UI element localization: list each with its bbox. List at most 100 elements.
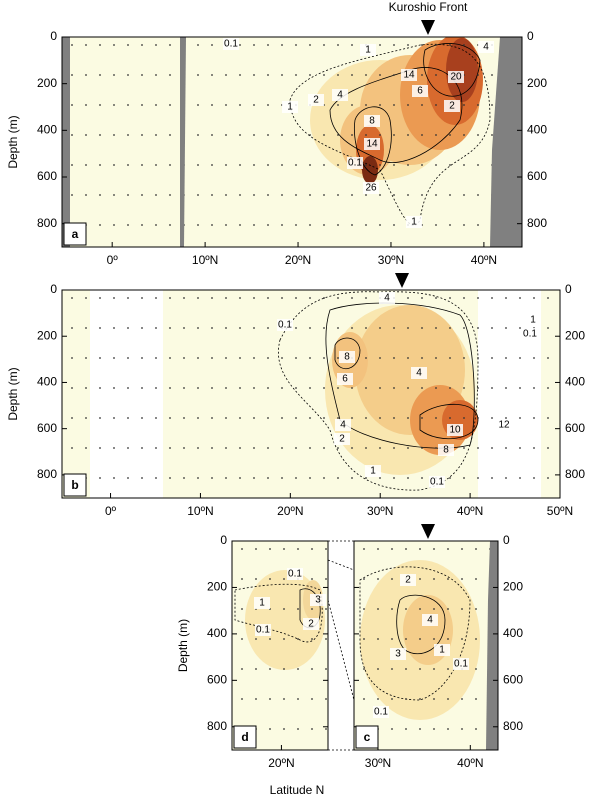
station-dot <box>155 477 157 479</box>
x-tick-label: 20ºN <box>277 504 303 518</box>
y-tick-label: 200 <box>565 328 585 342</box>
station-dot <box>295 44 297 46</box>
station-dot <box>337 44 339 46</box>
station-dot <box>421 297 423 299</box>
y-axis-label: Depth (m) <box>6 115 20 168</box>
station-dot <box>225 224 227 226</box>
station-dot <box>267 44 269 46</box>
station-dot <box>379 417 381 419</box>
station-dot <box>281 74 283 76</box>
station-dot <box>297 638 299 640</box>
station-dot <box>71 194 73 196</box>
front-marker <box>395 273 409 288</box>
station-dot <box>405 728 407 730</box>
station-dot <box>533 417 535 419</box>
station-dot <box>283 638 285 640</box>
station-dot <box>351 224 353 226</box>
station-dot <box>197 417 199 419</box>
station-dot <box>505 447 507 449</box>
station-dot <box>365 447 367 449</box>
station-dot <box>323 357 325 359</box>
station-dot <box>197 134 199 136</box>
station-dot <box>447 638 449 640</box>
station-dot <box>99 164 101 166</box>
x-tick-label: 40ºN <box>457 504 483 518</box>
station-dot <box>225 297 227 299</box>
station-dot <box>269 728 271 730</box>
station-dot <box>407 194 409 196</box>
y-tick-label: 400 <box>207 626 227 640</box>
station-dot <box>325 728 327 730</box>
station-dot <box>225 194 227 196</box>
station-dot <box>155 417 157 419</box>
station-dot <box>113 327 115 329</box>
station-dot <box>491 74 493 76</box>
station-dot <box>351 477 353 479</box>
station-dot <box>141 104 143 106</box>
station-dot <box>393 447 395 449</box>
station-dot <box>311 698 313 700</box>
station-dot <box>283 548 285 550</box>
station-dot <box>155 357 157 359</box>
station-dot <box>421 104 423 106</box>
station-dot <box>113 44 115 46</box>
station-dot <box>71 417 73 419</box>
y-tick-label: 200 <box>503 580 523 594</box>
contour-line <box>419 403 479 440</box>
station-dot <box>241 548 243 550</box>
frame <box>61 36 523 248</box>
station-dot <box>491 357 493 359</box>
station-dot <box>519 357 521 359</box>
station-dot <box>407 477 409 479</box>
station-dot <box>377 668 379 670</box>
station-dot <box>113 134 115 136</box>
station-dot <box>99 477 101 479</box>
x-tick-label: 0º <box>105 504 117 518</box>
station-dot <box>113 447 115 449</box>
contour-label-bg <box>337 373 353 385</box>
y-tick-label: 200 <box>527 76 547 90</box>
station-dot <box>393 44 395 46</box>
plot-area <box>62 290 560 498</box>
contour-label-bg <box>334 433 350 445</box>
station-dot <box>421 44 423 46</box>
contour-label: 0.1 <box>288 569 302 580</box>
contour-label: 4 <box>483 42 489 53</box>
station-dot <box>267 387 269 389</box>
station-dot <box>239 387 241 389</box>
contour-label: 6 <box>342 374 348 385</box>
station-dot <box>85 164 87 166</box>
contour-label-bg <box>448 71 464 83</box>
station-dot <box>421 134 423 136</box>
contour-label-bg <box>453 658 469 670</box>
station-dot <box>435 327 437 329</box>
station-dot <box>127 327 129 329</box>
station-dot <box>85 447 87 449</box>
contour-label: 0.1 <box>348 158 362 169</box>
station-dot <box>169 417 171 419</box>
contour-label: 2 <box>339 434 345 445</box>
no-data <box>90 290 163 498</box>
station-dot <box>379 74 381 76</box>
station-dot <box>379 224 381 226</box>
station-dot <box>435 164 437 166</box>
station-dot <box>323 164 325 166</box>
station-dot <box>393 387 395 389</box>
station-dot <box>267 134 269 136</box>
station-dot <box>71 164 73 166</box>
station-dot <box>547 357 549 359</box>
station-dot <box>363 548 365 550</box>
station-dot <box>309 447 311 449</box>
station-dot <box>491 134 493 136</box>
concentration-fill <box>362 156 378 184</box>
station-dot <box>421 327 423 329</box>
station-dot <box>463 224 465 226</box>
station-dot <box>225 357 227 359</box>
station-dot <box>351 417 353 419</box>
station-dot <box>309 74 311 76</box>
station-dot <box>267 297 269 299</box>
contour-label: 1 <box>287 102 293 113</box>
y-tick-label: 600 <box>565 421 585 435</box>
station-dot <box>267 74 269 76</box>
